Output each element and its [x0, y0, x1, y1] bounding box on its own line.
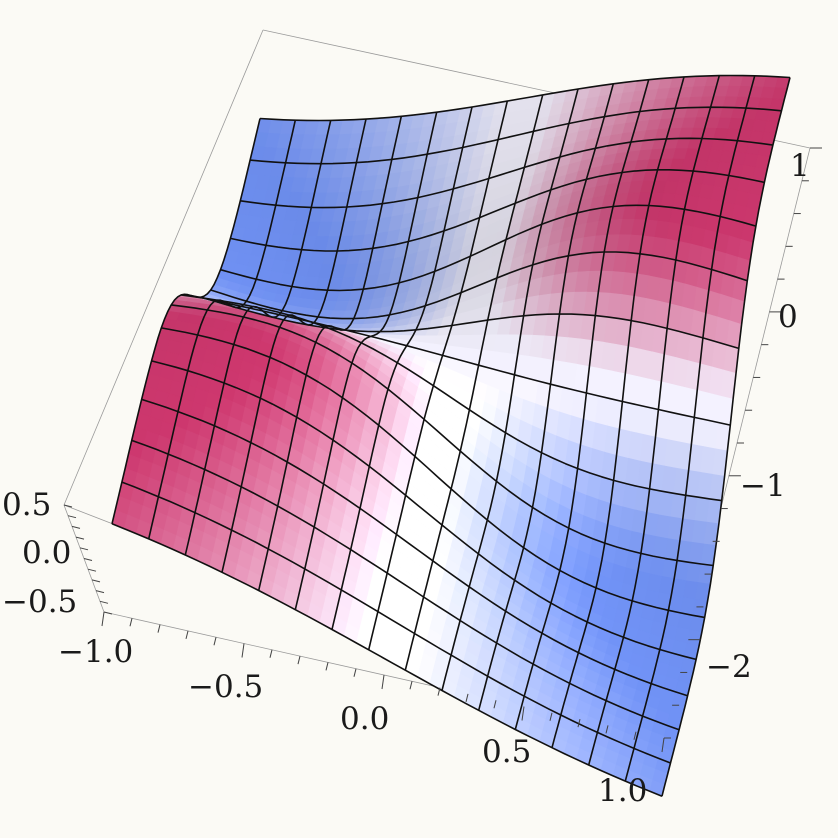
box-edge-left — [63, 29, 264, 506]
x-tick-mark — [549, 712, 553, 721]
mesh-line-y — [661, 77, 791, 797]
x-tick-mark — [577, 718, 581, 728]
x-tick-mark — [185, 630, 189, 640]
mesh-line-y — [477, 83, 615, 711]
z-tick-mark — [71, 525, 81, 529]
x-tick-mark — [269, 649, 273, 658]
z-tick-mark — [79, 547, 89, 551]
z-tick-mark — [75, 536, 85, 540]
x-tick-mark — [465, 693, 469, 703]
mesh-line-x — [151, 360, 697, 661]
z-tick-label-2: 0.0 — [22, 535, 71, 571]
x-tick-mark — [381, 674, 385, 690]
mesh-line-x — [190, 294, 731, 426]
z-tick-mark — [87, 568, 97, 572]
mesh-line-y — [367, 100, 509, 650]
x-tick-mark — [129, 618, 133, 627]
mesh-line-y — [587, 75, 721, 766]
x-tick-mark — [325, 662, 329, 671]
mesh-line-x — [240, 137, 774, 209]
x-tick-mark — [661, 737, 665, 753]
mesh-line-y — [331, 106, 473, 630]
mesh-line-x — [161, 327, 705, 619]
x-tick-mark — [437, 687, 441, 696]
x-tick-mark — [633, 731, 637, 740]
x-tick-mark — [605, 725, 609, 734]
mesh-line-y — [514, 79, 650, 730]
mesh-line-x — [180, 294, 722, 502]
z-tick-mark — [67, 515, 77, 519]
x-tick-label-1: −1.0 — [58, 634, 133, 670]
mesh-line-x — [259, 74, 791, 122]
mesh-line-x — [210, 251, 748, 320]
x-tick-mark — [521, 706, 525, 721]
z-tick-label-1: 0.5 — [2, 487, 51, 523]
z-tick-mark — [63, 504, 73, 508]
x-tick-label-3: 0.0 — [340, 701, 389, 737]
mesh-line-y — [551, 76, 685, 748]
mesh-line-y — [294, 112, 438, 610]
mesh-lines — [111, 74, 791, 797]
x-tick-label-4: 0.5 — [482, 734, 531, 770]
x-tick-label-5: 1.0 — [598, 773, 647, 809]
y-tick-label-1: 1 — [790, 148, 810, 184]
x-tick-mark — [101, 611, 105, 627]
mesh-line-x — [141, 398, 688, 697]
mesh-line-y — [441, 88, 579, 691]
y-tick-label-2: 0 — [778, 299, 798, 335]
mesh-line-y — [624, 75, 756, 782]
x-tick-mark — [353, 668, 357, 677]
mesh-line-x — [171, 304, 714, 567]
axis-ticks — [63, 147, 822, 753]
x-tick-mark — [297, 655, 301, 665]
mesh-line-x — [200, 296, 740, 350]
x-tick-mark — [241, 643, 245, 658]
x-tick-mark — [157, 624, 161, 633]
mesh-line-y — [404, 94, 544, 671]
mesh-line-y — [111, 118, 261, 524]
z-tick-mark — [95, 590, 105, 594]
z-tick-mark — [83, 558, 93, 561]
x-tick-mark — [493, 700, 497, 709]
mesh-line-x — [131, 439, 680, 731]
x-tick-mark — [213, 637, 217, 646]
mesh-line-x — [220, 204, 757, 292]
y-tick-label-3: −1 — [740, 468, 786, 504]
y-tick-label-4: −2 — [706, 649, 752, 685]
mesh-line-x — [111, 523, 663, 797]
mesh-line-x — [230, 169, 765, 252]
z-tick-mark — [99, 600, 109, 604]
x-tick-mark — [409, 681, 413, 690]
x-tick-label-2: −0.5 — [188, 669, 263, 705]
z-tick-mark — [103, 611, 113, 615]
z-tick-mark — [91, 579, 101, 583]
mesh-line-x — [250, 106, 782, 165]
z-tick-label-3: −0.5 — [2, 584, 77, 620]
